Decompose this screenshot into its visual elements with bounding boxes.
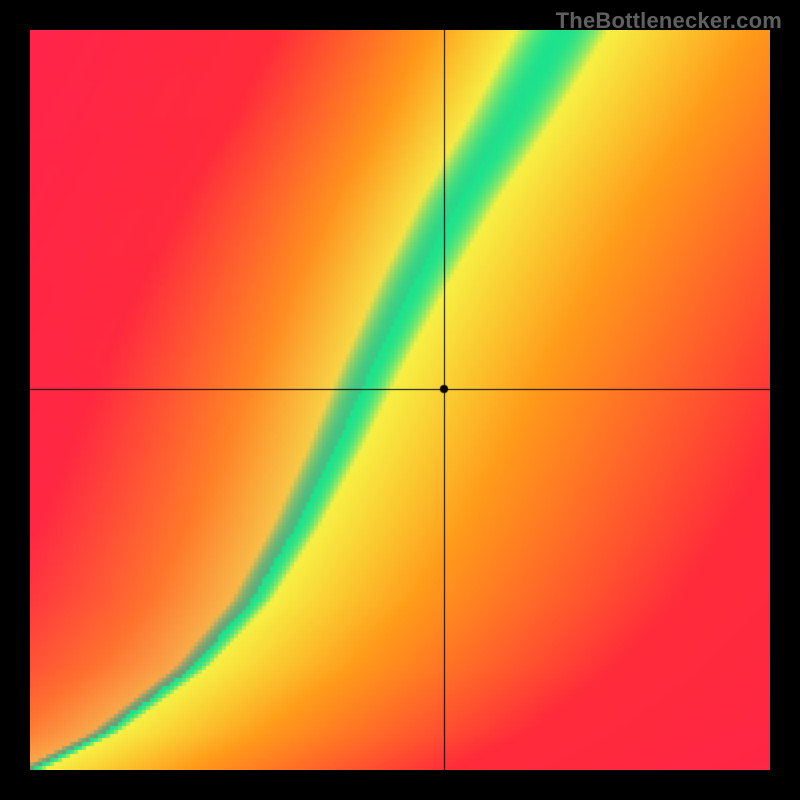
watermark-text: TheBottlenecker.com xyxy=(556,8,782,34)
bottleneck-heatmap xyxy=(30,30,770,770)
